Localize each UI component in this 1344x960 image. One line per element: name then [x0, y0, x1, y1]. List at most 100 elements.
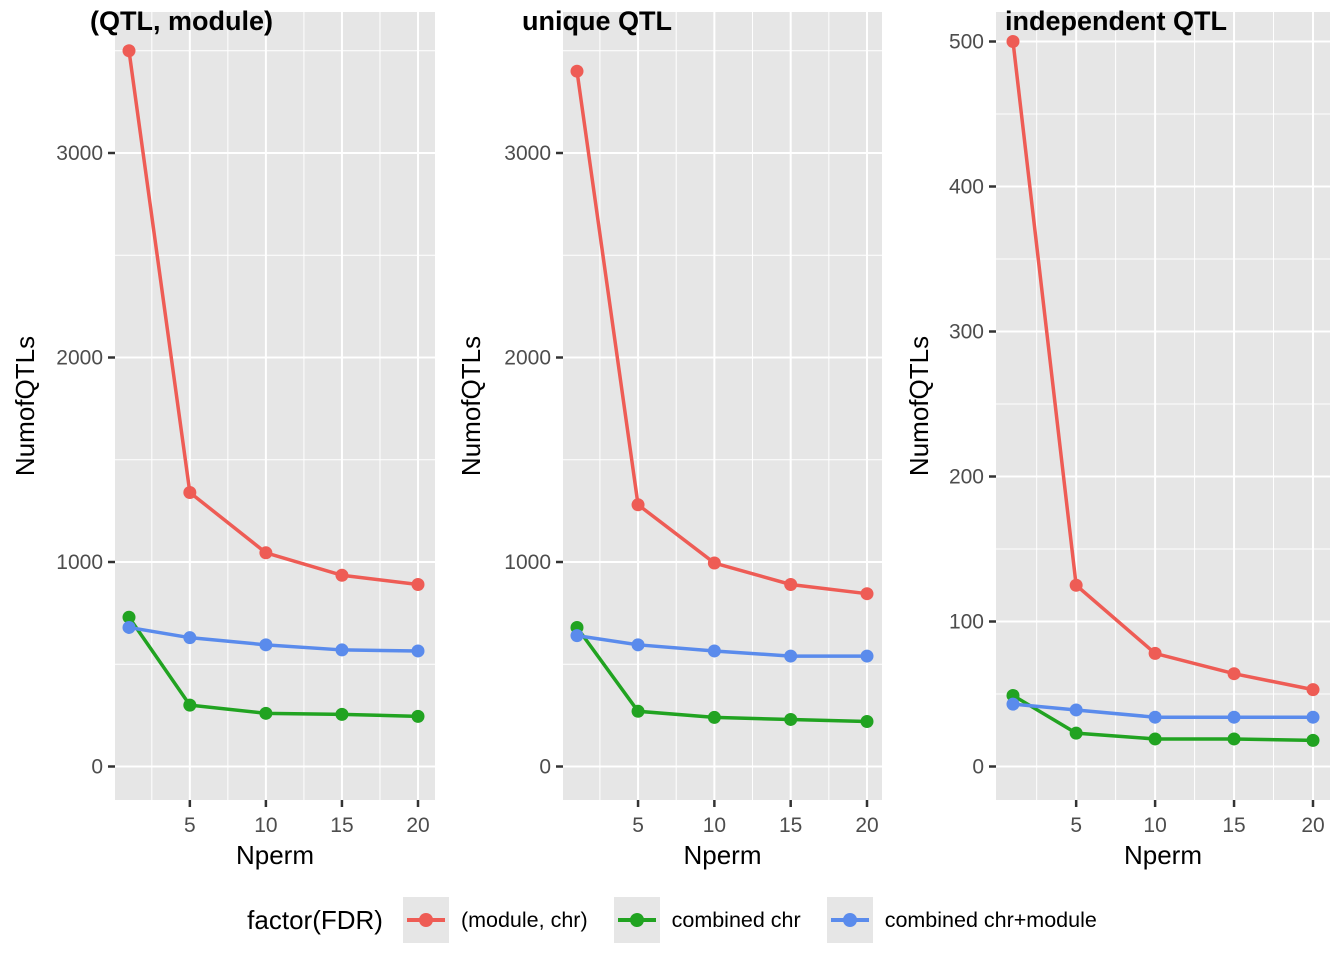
x-tick-label: 10: [1143, 814, 1166, 837]
data-point: [707, 556, 721, 570]
x-tick-label: 20: [406, 814, 429, 837]
data-point: [122, 44, 136, 58]
data-point: [784, 577, 798, 591]
x-axis-title: Nperm: [683, 840, 761, 870]
legend-item-label: combined chr+module: [884, 907, 1097, 932]
data-point: [1306, 683, 1320, 697]
y-tick-label: 2000: [504, 347, 551, 370]
legend-item-label: (module, chr): [460, 907, 588, 932]
panel-background: [115, 12, 435, 800]
legend-key-icon: [613, 897, 660, 943]
y-axis-title: NumofQTLs: [904, 336, 934, 476]
x-tick-label: 20: [855, 814, 878, 837]
data-point: [631, 638, 645, 652]
y-axis-title: NumofQTLs: [456, 336, 486, 476]
data-point: [860, 715, 874, 729]
data-point: [1148, 710, 1162, 724]
data-point: [1306, 733, 1320, 747]
data-point: [411, 709, 425, 723]
data-point: [1148, 732, 1162, 746]
data-point: [259, 638, 273, 652]
data-point: [707, 644, 721, 658]
x-tick-label: 15: [1222, 814, 1245, 837]
legend-title: factor(FDR): [247, 904, 383, 935]
legend-item-label: combined chr: [671, 907, 801, 932]
x-tick-label: 5: [632, 814, 644, 837]
axis-ticks: [989, 40, 1315, 807]
legend-item: combined chr: [613, 897, 801, 943]
data-point: [860, 649, 874, 663]
y-tick-label: 0: [91, 756, 103, 779]
data-point: [411, 644, 425, 658]
legend-key-icon: [402, 897, 449, 943]
data-point: [1006, 697, 1020, 711]
data-point: [335, 568, 349, 582]
legend-key-icon: [826, 897, 873, 943]
facet-2: 5 10 15 20 0 1000 2000 3000 unique QTL NumofQTLs N…: [456, 6, 882, 870]
y-tick-label: 3000: [504, 142, 551, 165]
data-point: [860, 587, 874, 601]
facet-title: independent QTL: [1005, 6, 1227, 36]
data-point: [183, 485, 197, 499]
x-tick-label: 10: [254, 814, 277, 837]
data-point: [1069, 703, 1083, 717]
data-point: [335, 643, 349, 657]
data-point: [784, 649, 798, 663]
y-tick-label: 200: [949, 466, 984, 489]
data-point: [1069, 578, 1083, 592]
x-axis-title: Nperm: [1124, 840, 1202, 870]
data-point: [1148, 646, 1162, 660]
y-tick-label: 300: [949, 321, 984, 344]
x-tick-label: 15: [779, 814, 802, 837]
minor-gridlines: [563, 12, 882, 800]
x-tick-label: 5: [184, 814, 196, 837]
data-point: [631, 498, 645, 512]
data-point: [1227, 732, 1241, 746]
data-point: [1006, 35, 1020, 48]
data-point: [259, 546, 273, 560]
x-tick-label: 10: [703, 814, 726, 837]
y-tick-label: 3000: [56, 142, 103, 165]
panel-background: [563, 12, 882, 800]
major-gridlines: [563, 12, 882, 800]
data-point: [411, 577, 425, 591]
facet-title: unique QTL: [522, 6, 672, 36]
y-tick-label: 100: [949, 611, 984, 634]
y-tick-label: 2000: [56, 347, 103, 370]
data-point: [183, 698, 197, 712]
x-tick-label: 15: [330, 814, 353, 837]
major-gridlines: [115, 12, 435, 800]
data-point: [122, 620, 136, 634]
y-tick-label: 0: [972, 756, 984, 779]
data-point: [570, 64, 584, 78]
data-point: [631, 704, 645, 718]
data-point: [335, 707, 349, 721]
data-point: [784, 712, 798, 726]
legend: factor(FDR) (module, chr) combined chr com…: [0, 888, 1344, 952]
legend-item: (module, chr): [402, 897, 588, 943]
data-point: [1306, 710, 1320, 724]
y-axis-title: NumofQTLs: [10, 336, 40, 476]
y-tick-label: 500: [949, 31, 984, 54]
y-tick-label: 400: [949, 176, 984, 199]
data-point: [570, 629, 584, 643]
panel-background: [996, 12, 1330, 800]
x-axis-title: Nperm: [236, 840, 314, 870]
data-point: [183, 631, 197, 645]
data-point: [122, 610, 136, 624]
data-point: [1069, 726, 1083, 740]
legend-item: combined chr+module: [826, 897, 1097, 943]
facet-title: (QTL, module): [90, 6, 273, 36]
x-tick-label: 20: [1301, 814, 1324, 837]
data-point: [1227, 667, 1241, 681]
data-point: [259, 706, 273, 720]
axis-ticks: [108, 151, 420, 807]
y-tick-label: 1000: [56, 551, 103, 574]
minor-gridlines: [115, 12, 435, 800]
y-tick-label: 1000: [504, 551, 551, 574]
y-tick-label: 0: [539, 756, 551, 779]
axis-ticks: [556, 151, 869, 807]
